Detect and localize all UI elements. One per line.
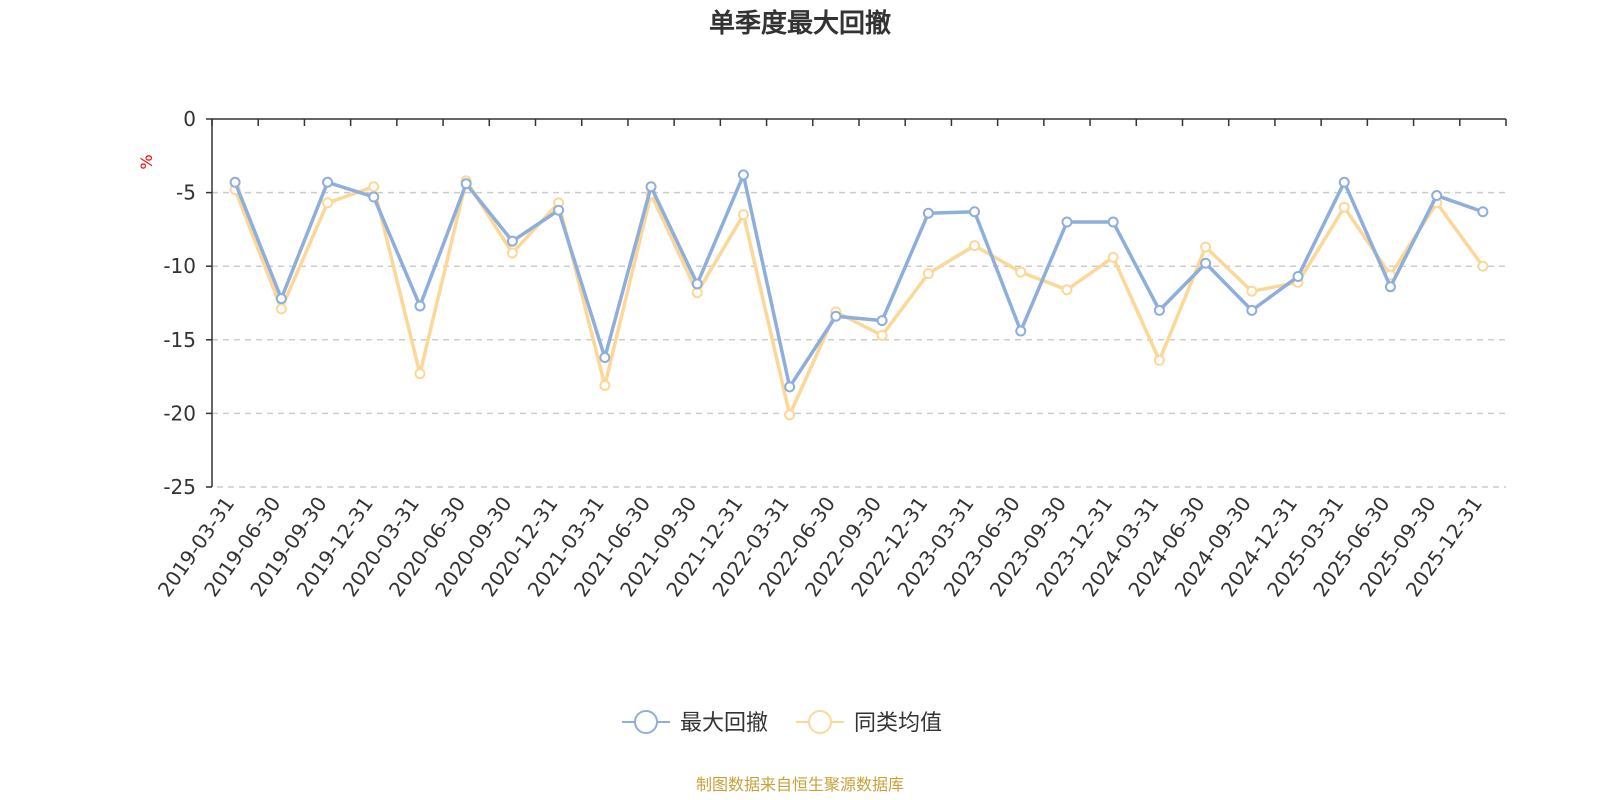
data-point[interactable] [368, 181, 380, 193]
data-point[interactable] [460, 178, 472, 190]
series-lines [229, 169, 1489, 421]
data-point[interactable] [599, 351, 611, 363]
data-point[interactable] [969, 206, 981, 218]
data-point[interactable] [506, 235, 518, 247]
data-point[interactable] [1338, 201, 1350, 213]
data-point[interactable] [368, 191, 380, 203]
series-line [233, 179, 1485, 417]
y-tick-label: -25 [163, 475, 196, 499]
axes: 0-5-10-15-20-252019-03-312019-06-302019-… [153, 107, 1507, 601]
data-point[interactable] [322, 176, 334, 188]
data-point[interactable] [1200, 241, 1212, 253]
legend[interactable]: 最大回撤 同类均值 [622, 710, 942, 736]
data-point[interactable] [1061, 284, 1073, 296]
y-axis-unit-label: % [137, 154, 156, 169]
data-point[interactable] [1153, 354, 1165, 366]
y-tick-label: -10 [163, 254, 196, 278]
legend-circle-symbol [634, 710, 658, 734]
y-tick-label: -15 [163, 328, 196, 352]
data-point[interactable] [1477, 206, 1489, 218]
data-point[interactable] [1384, 281, 1396, 293]
data-point[interactable] [1246, 285, 1258, 297]
data-point[interactable] [1153, 304, 1165, 316]
data-point[interactable] [691, 278, 703, 290]
data-point[interactable] [1338, 176, 1350, 188]
data-point[interactable] [1107, 251, 1119, 263]
grid-lines [206, 191, 1506, 488]
legend-label: 最大回撤 [680, 711, 768, 736]
legend-item-2[interactable]: 同类均值 [796, 710, 942, 736]
data-point[interactable] [645, 181, 657, 193]
data-point[interactable] [1107, 216, 1119, 228]
y-tick-label: -5 [176, 181, 196, 205]
data-point[interactable] [414, 300, 426, 312]
data-point[interactable] [1292, 271, 1304, 283]
legend-circle-symbol [808, 710, 832, 734]
data-point[interactable] [1431, 190, 1443, 202]
data-point[interactable] [322, 197, 334, 209]
y-tick-label: -20 [163, 401, 196, 425]
legend-item-1[interactable]: 最大回撤 [622, 710, 768, 736]
data-point[interactable] [922, 207, 934, 219]
series-2 [229, 175, 1489, 421]
data-point[interactable] [922, 268, 934, 280]
data-point[interactable] [553, 204, 565, 216]
data-point[interactable] [275, 293, 287, 305]
data-point[interactable] [599, 379, 611, 391]
data-point[interactable] [1200, 257, 1212, 269]
data-point[interactable] [784, 409, 796, 421]
chart-title: 单季度最大回撤 [709, 8, 891, 39]
series-line [233, 173, 1485, 389]
data-point[interactable] [506, 247, 518, 259]
data-point[interactable] [784, 381, 796, 393]
series-1 [229, 169, 1489, 393]
data-point[interactable] [737, 169, 749, 181]
data-point[interactable] [414, 368, 426, 380]
y-tick-label: 0 [183, 107, 196, 131]
data-point[interactable] [876, 315, 888, 327]
data-point[interactable] [969, 240, 981, 252]
data-point[interactable] [691, 287, 703, 299]
data-point[interactable] [876, 329, 888, 341]
data-point[interactable] [1015, 266, 1027, 278]
legend-label: 同类均值 [854, 711, 942, 736]
data-point[interactable] [1246, 304, 1258, 316]
data-point[interactable] [275, 303, 287, 315]
data-point[interactable] [229, 176, 241, 188]
data-point[interactable] [1015, 325, 1027, 337]
data-source-note: 制图数据来自恒生聚源数据库 [696, 775, 904, 794]
data-point[interactable] [830, 310, 842, 322]
data-point[interactable] [1061, 216, 1073, 228]
data-point[interactable] [1477, 260, 1489, 272]
data-point[interactable] [737, 209, 749, 221]
